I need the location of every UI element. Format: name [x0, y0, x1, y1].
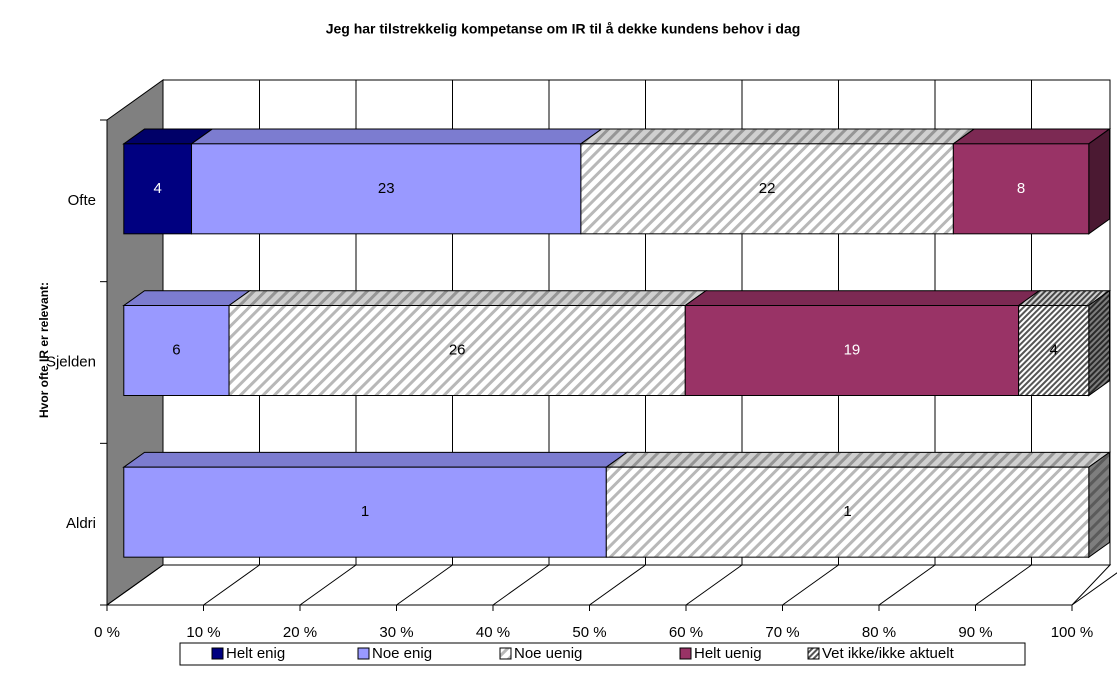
legend-swatch [679, 647, 692, 660]
bar [1018, 305, 1090, 396]
bar-side-shade [1088, 451, 1111, 559]
bar [123, 466, 607, 558]
bar [580, 143, 954, 235]
data-label: 8 [1017, 180, 1025, 197]
floor-grid-line [782, 564, 839, 606]
legend-swatch [357, 647, 370, 660]
y-tick-label: Ofte [68, 192, 96, 209]
x-tick-label: 50 % [572, 624, 606, 641]
legend-label: Vet ikke/ikke aktuelt [822, 645, 955, 662]
floor-grid-line [299, 564, 357, 606]
x-tick-label: 80 % [862, 624, 896, 641]
floor-grid-line [106, 564, 164, 606]
bar-top-shade [683, 290, 1041, 306]
floor-grid-line [396, 564, 453, 606]
x-tick-label: 10 % [186, 624, 220, 641]
data-label: 1 [361, 503, 369, 520]
bar-top-shade [604, 451, 1112, 468]
bar-top-shade [122, 451, 629, 468]
floor-grid-line [1071, 572, 1117, 606]
bar [684, 305, 1020, 396]
data-label: 22 [759, 180, 776, 197]
data-label: 1 [843, 503, 851, 520]
floor-grid-line [878, 564, 936, 606]
legend-swatch [211, 647, 224, 660]
data-label: 6 [172, 341, 180, 358]
legend-label: Helt uenig [694, 645, 762, 662]
floor-grid-line [589, 564, 646, 606]
bar [191, 143, 582, 235]
legend-label: Helt enig [226, 645, 285, 662]
bar-side-shade [1088, 128, 1111, 235]
y-axis-label: Hvor ofte IR er relevant: [37, 282, 51, 418]
y-tick-label: Aldri [66, 515, 96, 532]
bar-side-shade [1088, 289, 1111, 397]
x-tick-label: 90 % [958, 624, 992, 641]
bar [952, 143, 1090, 235]
y-tick-label: Sjelden [46, 353, 96, 370]
floor-grid-line [685, 564, 743, 606]
floor-grid-line [492, 564, 550, 606]
legend-swatch [499, 647, 512, 660]
x-tick-label: 100 % [1051, 624, 1094, 641]
floor [105, 564, 1112, 606]
chart-title: Jeg har tilstrekkelig kompetanse om IR t… [326, 21, 801, 37]
legend-swatch [807, 647, 820, 660]
x-tick-label: 20 % [283, 624, 317, 641]
legend-label: Noe uenig [514, 645, 582, 662]
bar [605, 466, 1090, 558]
x-tick-label: 30 % [379, 624, 413, 641]
data-label: 23 [378, 180, 395, 197]
x-tick-label: 60 % [669, 624, 703, 641]
data-label: 19 [844, 341, 861, 358]
bar [228, 305, 686, 396]
floor-grid-line [203, 564, 260, 606]
floor-grid-line [975, 564, 1032, 606]
data-label: 4 [153, 180, 161, 197]
bar-top-shade [122, 290, 252, 306]
bar-top-shade [227, 290, 708, 306]
x-tick-label: 40 % [476, 624, 510, 641]
data-label: 26 [449, 341, 466, 358]
x-tick-label: 70 % [765, 624, 799, 641]
data-label: 4 [1050, 341, 1058, 358]
legend-label: Noe enig [372, 645, 432, 662]
bar-top-shade [579, 128, 976, 145]
bar-top-shade [951, 128, 1112, 145]
bar-top-shade [189, 128, 604, 145]
bar [123, 143, 193, 235]
x-tick-label: 0 % [94, 624, 120, 641]
